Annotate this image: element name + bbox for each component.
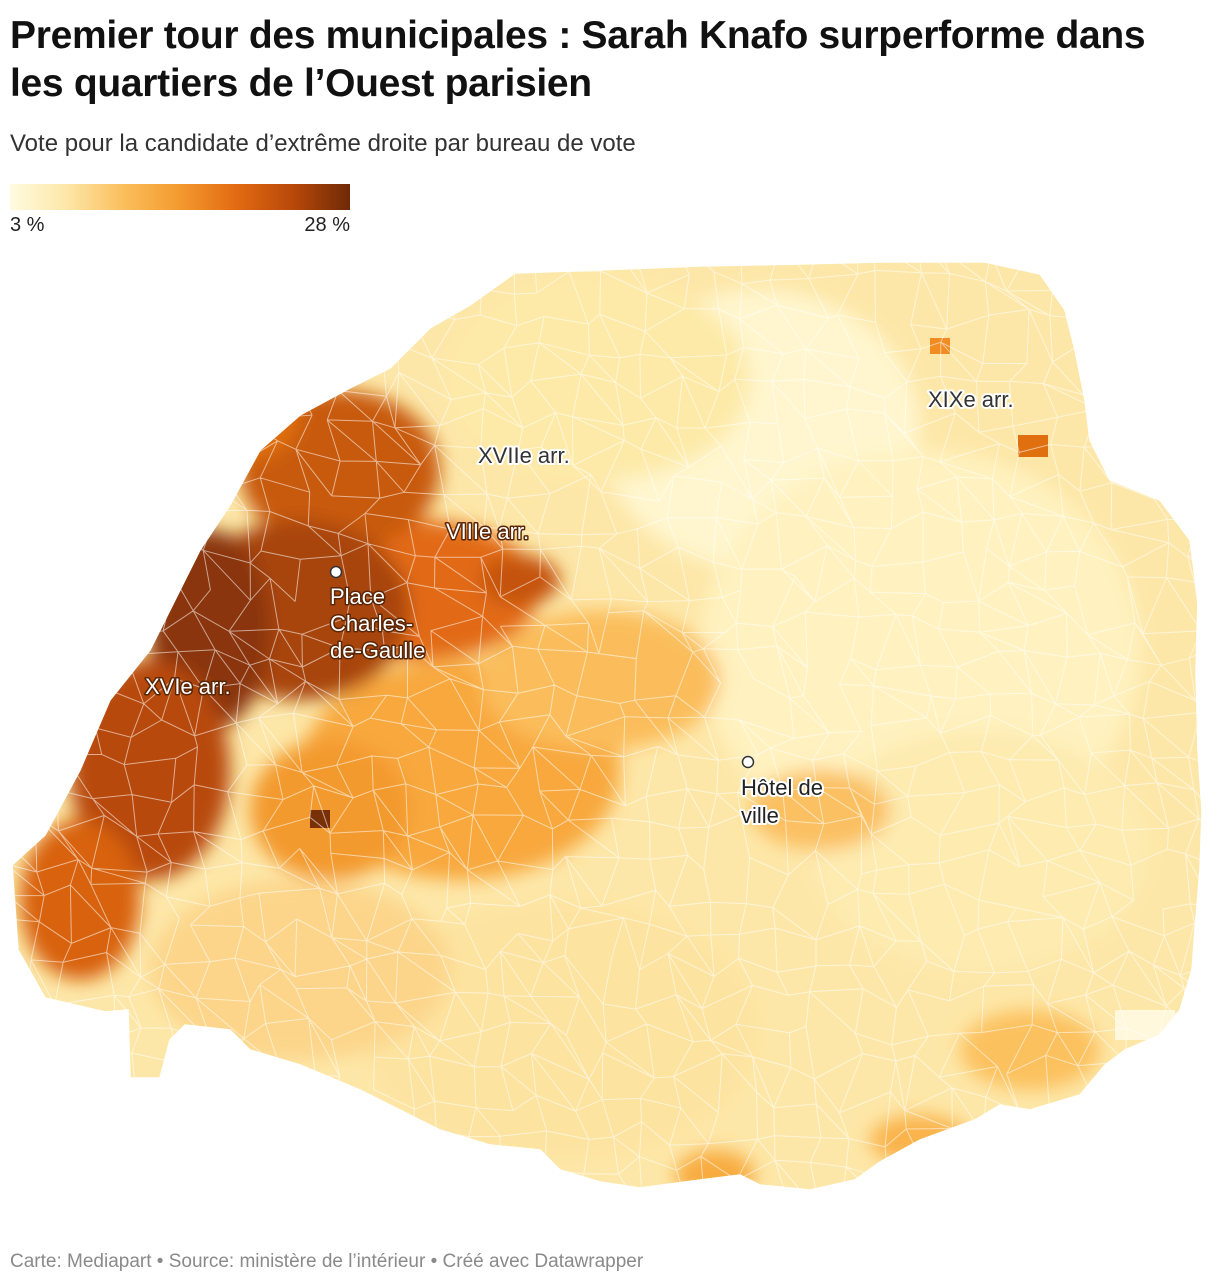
legend-min-label: 3 % <box>10 214 45 236</box>
landmark-label-line: Place <box>330 584 385 609</box>
polling-station-boundaries <box>12 262 1202 1190</box>
color-legend: 3 % 28 % <box>10 184 350 236</box>
chart-title: Premier tour des municipales : Sarah Kna… <box>10 14 1146 105</box>
location-marker-icon <box>741 755 755 769</box>
label-xviie-arr: XVIIe arr. <box>478 443 570 468</box>
label-xixe-arr: XIXe arr. <box>928 387 1014 412</box>
label-xvie-arr: XVIe arr. <box>145 674 231 699</box>
location-marker-icon <box>329 565 343 579</box>
chart-subtitle: Vote pour la candidate d’extrême droite … <box>10 130 636 157</box>
landmark-label-line: ville <box>741 803 779 828</box>
landmark-hotel-de-ville: Hôtel de ville <box>739 755 825 830</box>
landmark-place-charles-de-gaulle: Place Charles- de-Gaulle <box>329 565 427 665</box>
vote-share-fill <box>12 262 1202 1190</box>
legend-max-label: 28 % <box>304 214 350 236</box>
landmark-label-line: de-Gaulle <box>330 638 425 663</box>
landmark-label-line: Charles- <box>330 611 413 636</box>
label-viiie-arr: VIIIe arr. <box>446 519 529 544</box>
source-credit: Carte: Mediapart • Source: ministère de … <box>10 1251 644 1272</box>
legend-gradient-bar <box>10 184 350 210</box>
paris-choropleth-map: XVIIe arr. XIXe arr. VIIIe arr. XVIe arr… <box>11 261 1203 1191</box>
boundary-lines <box>12 262 1202 1190</box>
landmark-label-line: Hôtel de <box>741 775 823 800</box>
